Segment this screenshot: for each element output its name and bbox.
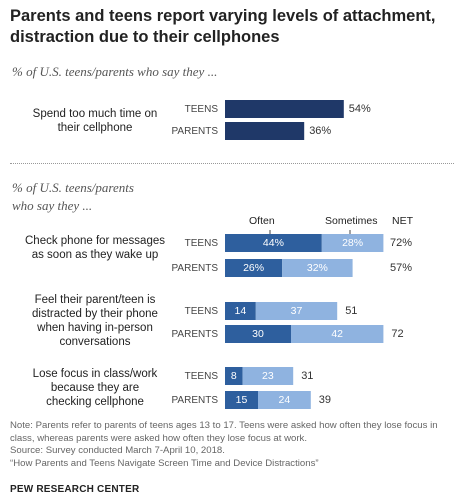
- group-label-1-teens: TEENS: [184, 238, 218, 249]
- subtitle-bottom-line-1: % of U.S. teens/parents: [12, 180, 134, 195]
- section-divider: [10, 163, 454, 164]
- note-text: Note: Parents refer to parents of teens …: [10, 420, 438, 444]
- often-label-3-teens: 8: [230, 370, 237, 382]
- bar-often-1-parents: [225, 259, 283, 277]
- sometimes-label-3-parents: 24: [278, 394, 291, 406]
- subtitle-top: % of U.S. teens/parents who say they ...: [12, 64, 218, 79]
- pew-logo-text: PEW RESEARCH CENTER: [10, 484, 140, 495]
- bar-sometimes-2-teens: [255, 302, 338, 320]
- bar-sometimes-1-teens: [321, 234, 384, 252]
- bar-sometimes-1-parents: [282, 259, 353, 277]
- often-label-1-teens: 44%: [262, 237, 284, 249]
- group-label-3-parents: PARENTS: [171, 395, 219, 406]
- question-1: Check phone for messages as soon as they …: [25, 235, 165, 261]
- legend-sometimes: Sometimes: [325, 215, 378, 227]
- net-label-2-parents: 72: [391, 328, 404, 340]
- group-label-2-teens: TEENS: [184, 306, 218, 317]
- bar-often-1-teens: [225, 234, 322, 252]
- group-label-teens: TEENS: [184, 104, 218, 115]
- sometimes-label-2-parents: 42: [331, 328, 344, 340]
- bar-sometimes-3-teens: [242, 367, 294, 385]
- question-3: Lose focus in class/work because they are…: [32, 368, 158, 408]
- sometimes-label-2-teens: 37: [290, 305, 303, 317]
- sometimes-label-3-teens: 23: [262, 370, 274, 382]
- source-text: Source: Survey conducted March 7-April 1…: [10, 445, 225, 456]
- question-2: Feel their parent/teen is distracted by t…: [32, 294, 158, 348]
- chart-title: Parents and teens report varying levels …: [10, 7, 436, 46]
- bar-sometimes-3-parents: [258, 391, 311, 409]
- group-label-3-teens: TEENS: [184, 371, 218, 382]
- often-label-1-parents: 26%: [243, 262, 265, 274]
- sometimes-label-1-parents: 32%: [306, 262, 328, 274]
- often-label-3-parents: 15: [235, 394, 248, 406]
- legend-net: NET: [392, 215, 413, 227]
- chart-canvas: [225, 100, 384, 409]
- bar-often-2-parents: [225, 325, 291, 343]
- bar-often-3-teens: [225, 367, 243, 385]
- bar-parents: [225, 122, 305, 140]
- bar-often-3-parents: [225, 391, 258, 409]
- value-label-teens: 54%: [348, 103, 371, 115]
- net-label-1-parents: 57%: [390, 262, 413, 274]
- often-label-2-teens: 14: [234, 305, 247, 317]
- report-title-text: “How Parents and Teens Navigate Screen T…: [10, 457, 319, 469]
- net-label-3-parents: 39: [318, 394, 332, 406]
- sometimes-label-1-teens: 28%: [342, 237, 364, 249]
- bar-often-2-teens: [225, 302, 256, 320]
- legend-often: Often: [249, 215, 275, 227]
- bar-sometimes-2-parents: [291, 325, 384, 343]
- group-label-2-parents: PARENTS: [171, 329, 219, 340]
- net-label-1-teens: 72%: [390, 237, 413, 249]
- group-label-parents: PARENTS: [171, 126, 219, 137]
- bar-teens: [225, 100, 344, 118]
- net-label-2-teens: 51: [345, 305, 358, 317]
- group-label-1-parents: PARENTS: [171, 263, 219, 274]
- often-label-2-parents: 30: [252, 328, 264, 340]
- value-label-parents: 36%: [309, 125, 332, 137]
- subtitle-bottom-line-2: who say they ...: [12, 198, 93, 213]
- notes: Note: Parents refer to parents of teens …: [10, 420, 460, 470]
- question-too-much-time: Spend too much time on their cellphone: [32, 108, 158, 134]
- net-label-3-teens: 31: [301, 370, 314, 382]
